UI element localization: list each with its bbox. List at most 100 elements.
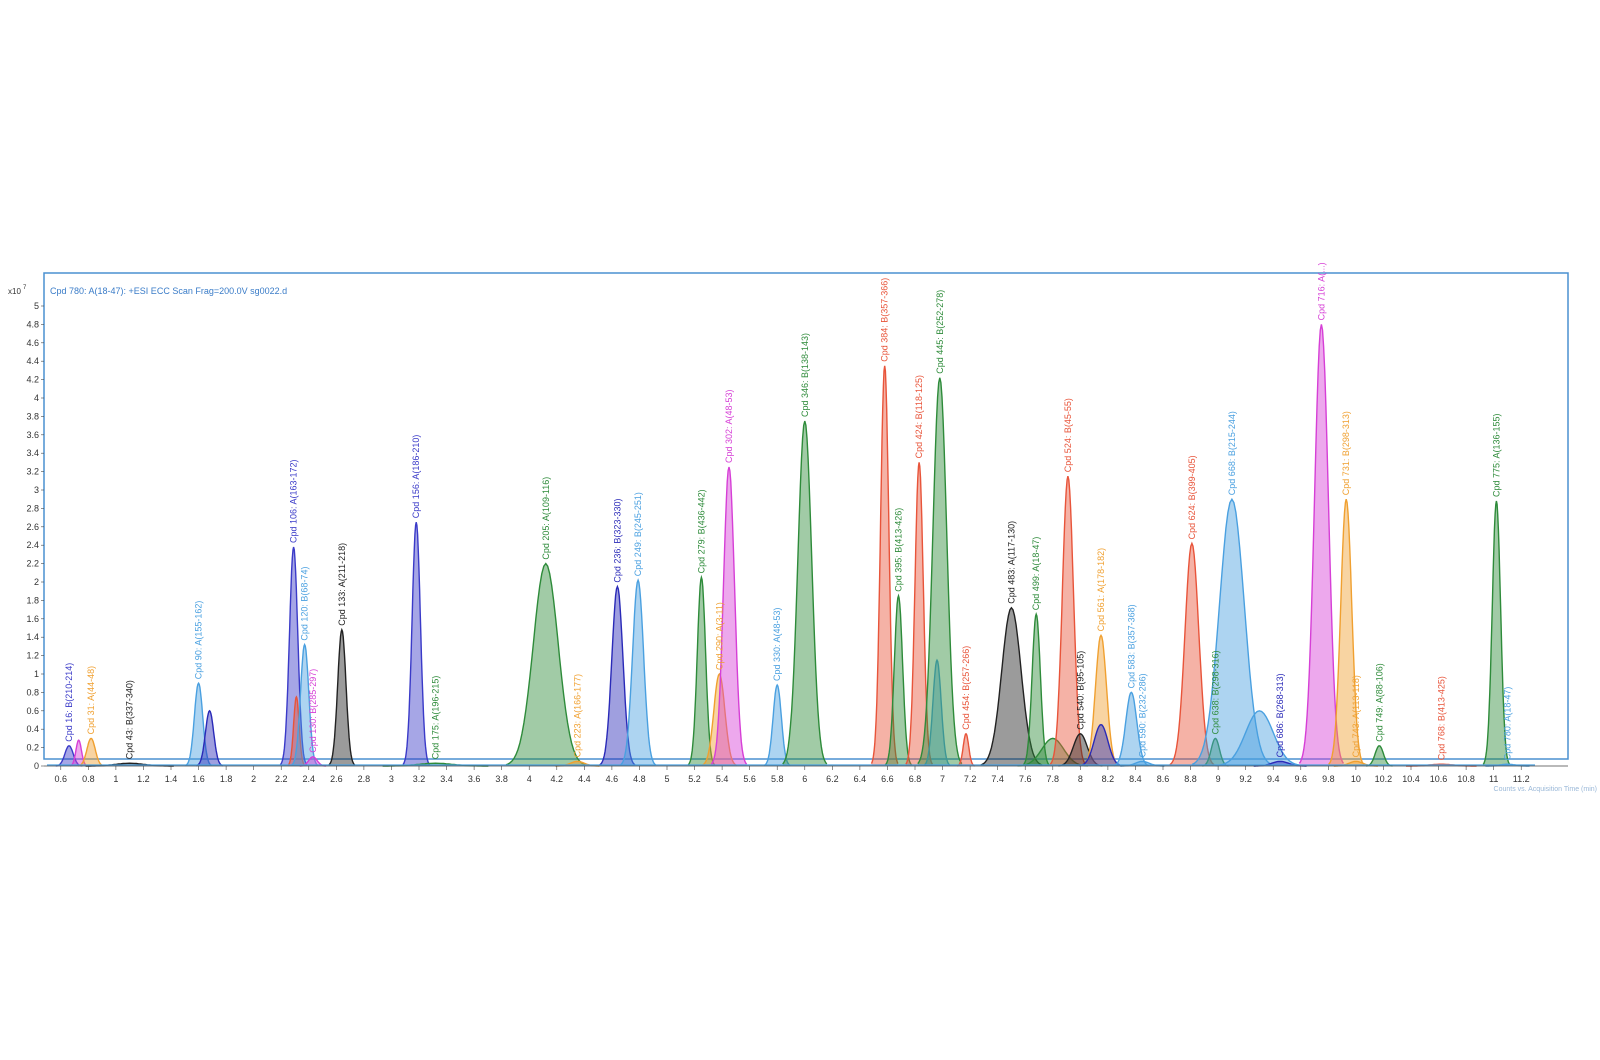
- y-tick-label: 3.6: [26, 430, 39, 440]
- peak-outline: [957, 732, 975, 767]
- y-tick-label: 1.4: [26, 632, 39, 642]
- peak-label: Cpd 780: A(18-47): [1502, 687, 1512, 761]
- x-tick-label: 3.2: [413, 774, 426, 784]
- x-tick-label: 9.8: [1322, 774, 1335, 784]
- peak-outline: [1022, 612, 1050, 766]
- peak-label: Cpd 302: A(48-53): [724, 389, 734, 463]
- x-tick-label: 1.2: [137, 774, 150, 784]
- x-axis-ticks: 0.6 0.8 1 1.2 1.4 1.6 1.8 2 2.2 2.4 2.6 2.8 3 3.2 3.4 3…: [55, 766, 1530, 784]
- x-tick-label: 5.2: [688, 774, 701, 784]
- y-tick-label: 1.6: [26, 614, 39, 624]
- peak-outline: [599, 584, 636, 766]
- y-axis-ticks: 0 0.2 0.4 0.6 0.8 1 1.2 1.4 1.6 1.8 2 2.2 2.4 2.6 2.8 3…: [26, 301, 44, 771]
- peak-label: Cpd 624: B(399-405): [1187, 455, 1197, 539]
- x-tick-label: 10.6: [1430, 774, 1448, 784]
- x-tick-label: 6.6: [881, 774, 894, 784]
- x-tick-label: 8.6: [1157, 774, 1170, 784]
- peak-label: Cpd 540: B(95-105): [1075, 651, 1085, 730]
- x-tick-label: 0.8: [82, 774, 95, 784]
- x-tick-label: 3: [389, 774, 394, 784]
- peak-outline: [980, 606, 1043, 766]
- peak-outline: [1078, 723, 1124, 767]
- peak-label: Cpd 90: A(155-162): [194, 601, 204, 680]
- x-tick-label: 6.8: [909, 774, 922, 784]
- peak-outline: [782, 420, 828, 765]
- peak-outline: [870, 365, 899, 764]
- x-tick-label: 9: [1216, 774, 1221, 784]
- x-tick-label: 11.2: [1513, 774, 1530, 784]
- peak-label: Cpd 638: B(298-316): [1210, 650, 1220, 734]
- x-tick-label: 10.4: [1402, 774, 1420, 784]
- x-tick-label: 8.2: [1102, 774, 1115, 784]
- x-tick-label: 9.6: [1295, 774, 1308, 784]
- peak-outline: [923, 658, 951, 767]
- x-tick-label: 2: [251, 774, 256, 784]
- x-tick-label: 3.4: [440, 774, 453, 784]
- y-tick-label: 1: [34, 669, 39, 679]
- corner-note: Counts vs. Acquisition Time (min): [1494, 786, 1597, 793]
- peak-label: Cpd 249: B(245-251): [633, 492, 643, 576]
- y-tick-label: 3.8: [26, 411, 39, 421]
- peak-area: [1192, 499, 1272, 766]
- peak-label: Cpd 731: B(298-313): [1341, 411, 1351, 495]
- x-tick-label: 5: [664, 774, 669, 784]
- x-tick-label: 10: [1351, 774, 1361, 784]
- y-multiplier: x10: [8, 287, 21, 296]
- peak-label: Cpd 445: B(252-278): [935, 290, 945, 374]
- peak-outline: [1328, 499, 1365, 765]
- peak-label: Cpd 583: B(357-368): [1126, 604, 1136, 688]
- peak-label: Cpd 668: B(215-244): [1227, 411, 1237, 495]
- peak-outline: [917, 377, 963, 765]
- y-exponent: 7: [23, 285, 27, 291]
- peak-outline: [196, 709, 223, 767]
- x-tick-label: 2.4: [303, 774, 316, 784]
- peak-outline: [1058, 733, 1103, 767]
- peak-label: Cpd 524: B(45-55): [1063, 398, 1073, 472]
- x-tick-label: 5.8: [771, 774, 784, 784]
- peak-label: Cpd 156: A(186-210): [411, 435, 421, 519]
- x-tick-label: 4.2: [551, 774, 564, 784]
- x-tick-label: 6.2: [826, 774, 839, 784]
- peak-label: Cpd 133: A(211-218): [337, 543, 347, 626]
- peak-label: Cpd 175: A(196-215): [431, 676, 441, 760]
- peak-label: Cpd 454: B(257-266): [961, 646, 971, 730]
- peak-label: Cpd 768: B(413-425): [1436, 676, 1446, 760]
- peak-outline: [1191, 497, 1272, 766]
- peak-label: Cpd 120: B(68-74): [300, 567, 310, 641]
- peak-outline: [884, 593, 913, 766]
- peak-outline: [279, 546, 308, 766]
- x-tick-label: 8.8: [1184, 774, 1197, 784]
- x-tick-label: 7: [940, 774, 945, 784]
- x-tick-label: 11: [1489, 774, 1498, 784]
- y-tick-label: 1.2: [26, 651, 39, 661]
- y-tick-label: 1.8: [26, 595, 39, 605]
- y-tick-label: 2.2: [26, 559, 39, 569]
- peak-label: Cpd 483: A(117-130): [1006, 521, 1016, 604]
- peak-label: Cpd 43: B(337-340): [125, 680, 135, 759]
- peak-area: [506, 563, 586, 766]
- y-tick-label: 2.6: [26, 522, 39, 532]
- peak-label: Cpd 424: B(118-125): [914, 375, 924, 458]
- peak-label: Cpd 205: A(109-116): [541, 477, 551, 560]
- x-tick-label: 2.2: [275, 774, 288, 784]
- peak-label: Cpd 236: B(323-330): [612, 499, 622, 583]
- y-tick-label: 2.4: [26, 540, 39, 550]
- peak-label: Cpd 31: A(44-48): [86, 666, 96, 735]
- peak-area: [1215, 710, 1304, 766]
- peak-label: Cpd 279: B(436-442): [696, 489, 706, 573]
- peaks-layer: [47, 324, 1535, 767]
- y-tick-label: 4.2: [26, 375, 39, 385]
- x-tick-label: 7.2: [964, 774, 977, 784]
- y-tick-label: 4.8: [26, 319, 39, 329]
- y-tick-label: 3: [34, 485, 39, 495]
- y-tick-label: 0.6: [26, 706, 39, 716]
- y-tick-label: 4.6: [26, 338, 39, 348]
- x-tick-label: 1.4: [165, 774, 178, 784]
- x-tick-label: 3.8: [495, 774, 508, 784]
- peak-outline: [402, 522, 431, 765]
- peak-outline: [505, 562, 586, 766]
- x-tick-label: 5.6: [743, 774, 756, 784]
- peak-outline: [1083, 633, 1119, 766]
- peak-outline: [1113, 691, 1150, 767]
- peak-outline: [1017, 737, 1089, 767]
